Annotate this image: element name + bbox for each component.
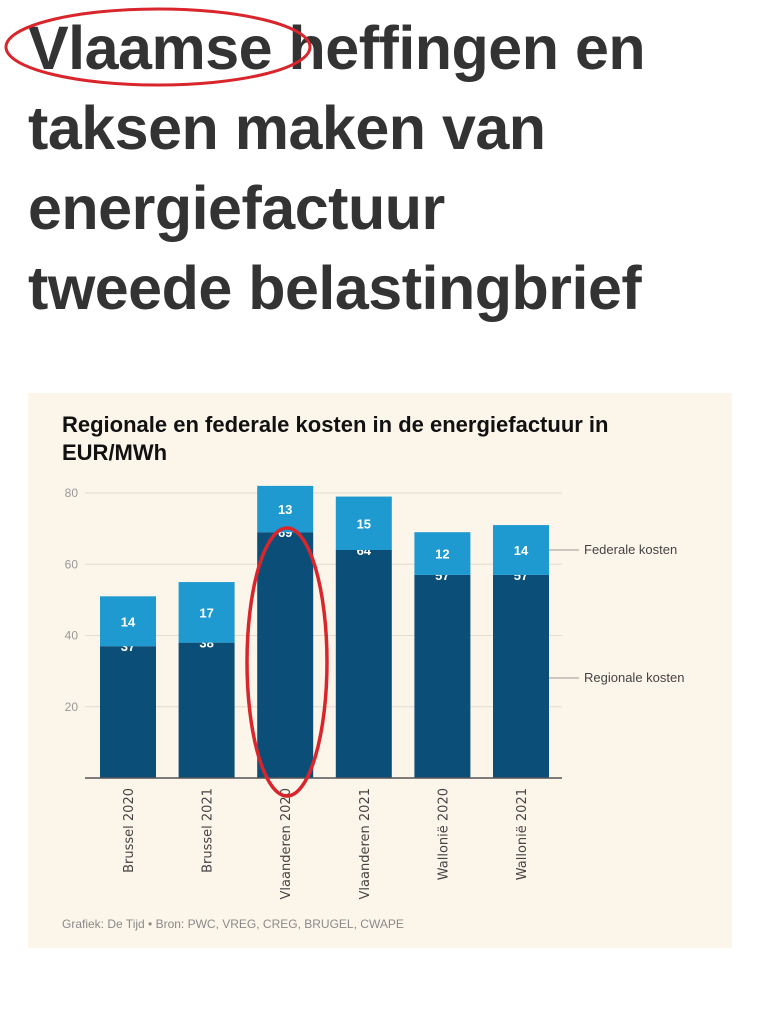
data-label: 15 [357,516,371,531]
bar-segment [493,525,549,575]
headline-line: energiefactuur [28,174,445,242]
y-tick-label: 80 [65,486,79,500]
x-tick-label: Vlaanderen 2021 [358,788,373,899]
x-tick-label: Brussel 2021 [201,788,216,873]
x-tick-label: Wallonië 2020 [436,788,451,880]
chart-source: Grafiek: De Tijd • Bron: PWC, VREG, CREG… [62,917,404,931]
bar-segment [335,496,392,550]
x-tick-label: Vlaanderen 2020 [279,788,294,899]
bar-segment [100,646,156,778]
x-tick-label: Wallonië 2021 [515,788,530,880]
data-label: 14 [514,543,529,558]
bar-segment [100,596,156,647]
y-tick-label: 20 [65,700,79,714]
chart-panel: 20 40 60 80 37 14 Brussel 2020 38 17 Brussel 2021… [28,393,732,948]
bar-segment [335,550,392,778]
data-label: 14 [121,614,136,629]
bar-segment [178,582,235,643]
headline-line: taksen maken van [28,94,546,162]
bar-segment [493,574,549,778]
bar-segment [257,485,314,533]
legend-label: Regionale kosten [584,670,684,685]
bar-segment [178,642,235,778]
bar-segment [414,574,471,778]
x-tick-label: Brussel 2020 [122,788,137,873]
chart-title: Regionale en federale kosten in de energ… [62,412,609,465]
data-label: 13 [278,502,292,517]
headline-line: Vlaamse heffingen en [28,14,646,82]
y-tick-label: 60 [65,557,79,571]
legend-label: Federale kosten [584,542,677,557]
bar-segment [414,532,471,575]
data-label: 12 [435,547,449,562]
headline: Vlaamse heffingen en taksen maken van en… [28,8,768,328]
data-label: 17 [199,605,213,620]
bar-segment [257,532,314,778]
y-tick-label: 40 [65,629,79,643]
headline-line: tweede belastingbrief [28,254,642,322]
